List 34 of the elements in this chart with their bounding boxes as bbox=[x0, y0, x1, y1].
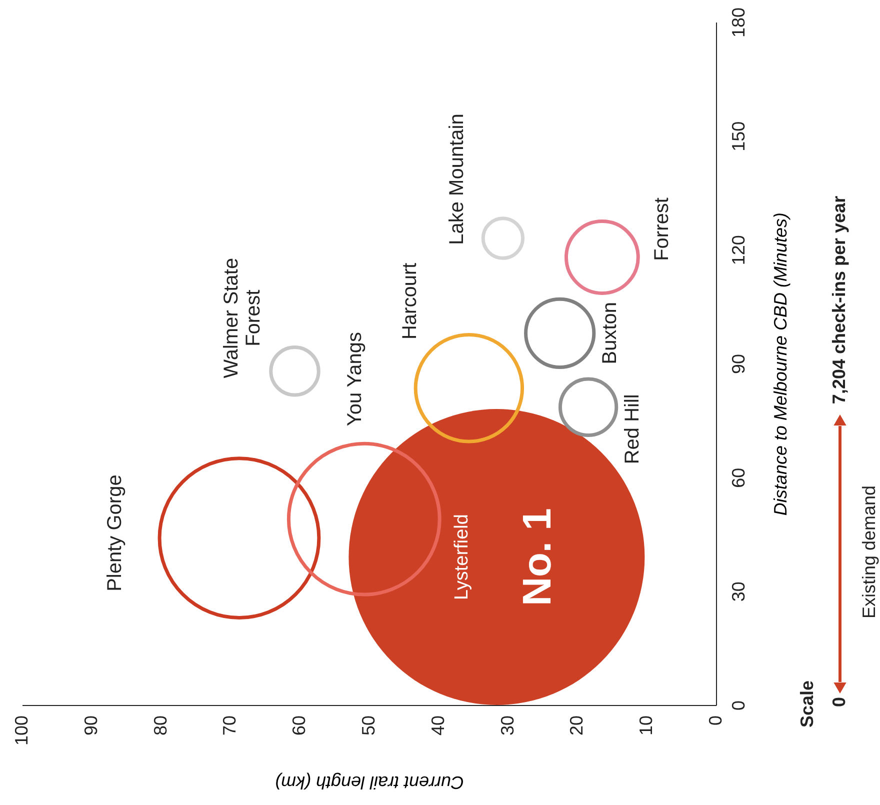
x-tick-label: 100 bbox=[12, 716, 32, 746]
x-tick-label: 50 bbox=[358, 716, 378, 736]
y-tick-label: 30 bbox=[728, 582, 748, 602]
text: 7,204 check-ins per year bbox=[829, 196, 849, 404]
text: Lake Mountain bbox=[446, 114, 468, 245]
text: Walmer State Forest bbox=[220, 258, 265, 378]
x-tick-label: 70 bbox=[220, 716, 240, 736]
series-label: Lysterfield bbox=[452, 514, 473, 600]
y-axis-title: Distance to Melbourne CBD (Minutes) bbox=[770, 212, 790, 516]
x-tick-label: 10 bbox=[636, 716, 656, 736]
x-tick-label: 80 bbox=[150, 716, 170, 736]
text: Plenty Gorge bbox=[104, 474, 126, 592]
x-tick-label: 40 bbox=[428, 716, 448, 736]
text: Harcourt bbox=[398, 262, 421, 340]
x-axis-title: Current trail length (km) bbox=[274, 772, 464, 793]
text: You Yangs bbox=[344, 332, 366, 426]
text: Scale bbox=[797, 680, 817, 728]
text: Buxton bbox=[598, 302, 621, 364]
y-tick-label: 90 bbox=[728, 354, 748, 374]
y-tick-label: 150 bbox=[728, 121, 748, 152]
y-tick-label: 60 bbox=[728, 468, 748, 488]
text: Existing demand bbox=[859, 485, 879, 619]
y-tick-label: 120 bbox=[728, 235, 748, 266]
x-tick-label: 0 bbox=[706, 716, 726, 726]
text: Forrest bbox=[651, 197, 674, 261]
x-tick-label: 20 bbox=[566, 716, 587, 736]
x-tick-label: 60 bbox=[289, 716, 310, 736]
y-tick-label: 0 bbox=[728, 700, 748, 711]
y-tick-label: 180 bbox=[728, 7, 748, 38]
text: Red Hill bbox=[621, 394, 644, 464]
x-tick-label: 30 bbox=[497, 716, 518, 736]
x-tick-label: 90 bbox=[80, 716, 101, 736]
text: 0 bbox=[829, 696, 849, 708]
annotation: No. 1 bbox=[516, 508, 560, 606]
